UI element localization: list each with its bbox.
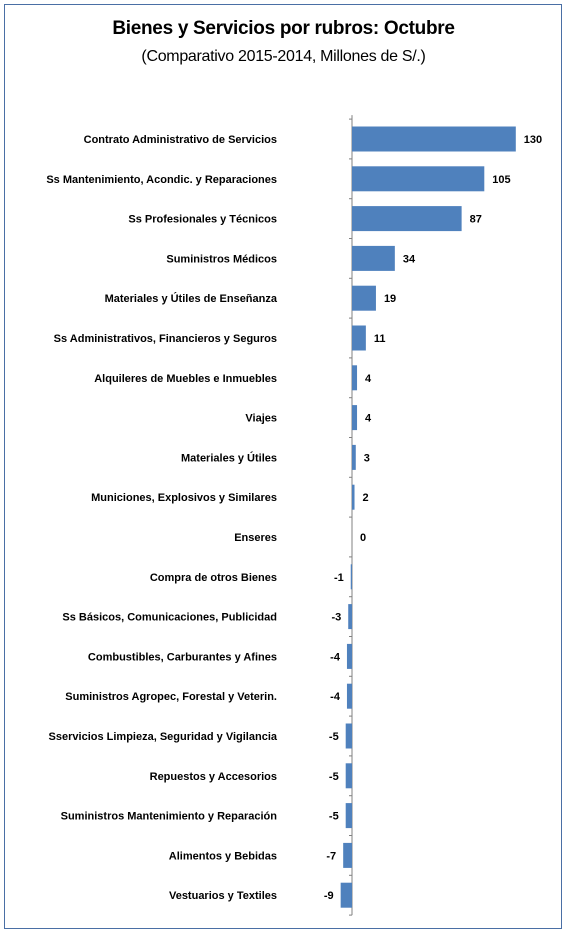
- category-label: Viajes: [245, 413, 277, 425]
- category-label: Contrato Administrativo de Servicios: [84, 134, 277, 146]
- bar: [352, 484, 355, 510]
- category-label: Vestuarios y Textiles: [169, 890, 277, 902]
- data-label: 87: [470, 214, 482, 226]
- category-label: Ss Básicos, Comunicaciones, Publicidad: [62, 612, 277, 624]
- data-label: 105: [492, 174, 510, 186]
- bar: [352, 285, 376, 311]
- category-label: Materiales y Útiles: [181, 451, 277, 464]
- data-label: 19: [384, 293, 396, 305]
- bar: [343, 842, 352, 868]
- bar: [340, 882, 352, 908]
- category-label: Ss Profesionales y Técnicos: [128, 214, 277, 226]
- labels-layer: Contrato Administrativo de Servicios 130 S…: [46, 134, 542, 902]
- bar: [345, 723, 352, 749]
- category-label: Combustibles, Carburantes y Afines: [88, 651, 277, 663]
- bar: [345, 803, 352, 829]
- bar: [352, 325, 366, 351]
- chart-title: Bienes y Servicios por rubros: Octubre: [112, 18, 455, 39]
- data-label: 3: [364, 452, 370, 464]
- data-label: -5: [329, 731, 339, 743]
- category-label: Suministros Mantenimiento y Reparación: [61, 811, 278, 823]
- data-label: 4: [365, 373, 372, 385]
- bar: [346, 643, 352, 669]
- data-label: -4: [330, 651, 341, 663]
- category-label: Sservicios Limpieza, Seguridad y Vigilan…: [49, 731, 278, 743]
- data-label: -3: [331, 612, 341, 624]
- bar: [350, 564, 352, 590]
- bar: [352, 126, 516, 152]
- bar: [352, 206, 462, 232]
- chart-subtitle: (Comparativo 2015-2014, Millones de S/.): [141, 48, 426, 65]
- bar: [346, 683, 352, 709]
- data-label: 4: [365, 413, 372, 425]
- bar: [352, 365, 358, 391]
- data-label: -7: [326, 850, 336, 862]
- data-label: -5: [329, 811, 339, 823]
- chart-frame: [4, 4, 562, 929]
- bar: [352, 166, 485, 192]
- data-label: 2: [363, 492, 369, 504]
- category-label: Suministros Agropec, Forestal y Veterin.: [65, 691, 277, 703]
- data-label: 11: [374, 333, 386, 345]
- category-label: Enseres: [234, 532, 277, 544]
- data-label: 130: [524, 134, 542, 146]
- category-label: Alimentos y Bebidas: [169, 850, 277, 862]
- category-label: Ss Mantenimiento, Acondic. y Reparacione…: [46, 174, 277, 186]
- bar: [352, 444, 356, 470]
- data-label: 34: [403, 253, 416, 265]
- data-label: -5: [329, 771, 339, 783]
- bar: [348, 604, 352, 630]
- category-label: Ss Administrativos, Financieros y Seguro…: [54, 333, 277, 345]
- axis-layer: [349, 115, 353, 916]
- category-label: Materiales y Útiles de Enseñanza: [105, 292, 278, 305]
- bar: [345, 763, 352, 789]
- category-label: Municiones, Explosivos y Similares: [91, 492, 277, 504]
- bar: [352, 245, 395, 271]
- category-label: Compra de otros Bienes: [150, 572, 277, 584]
- category-label: Alquileres de Muebles e Inmuebles: [94, 373, 277, 385]
- data-label: -9: [324, 890, 334, 902]
- category-label: Suministros Médicos: [166, 253, 277, 265]
- category-label: Repuestos y Accesorios: [150, 771, 277, 783]
- data-label: -1: [334, 572, 344, 584]
- data-label: -4: [330, 691, 341, 703]
- data-label: 0: [360, 532, 366, 544]
- bars-layer: [340, 126, 516, 908]
- bar: [352, 405, 358, 431]
